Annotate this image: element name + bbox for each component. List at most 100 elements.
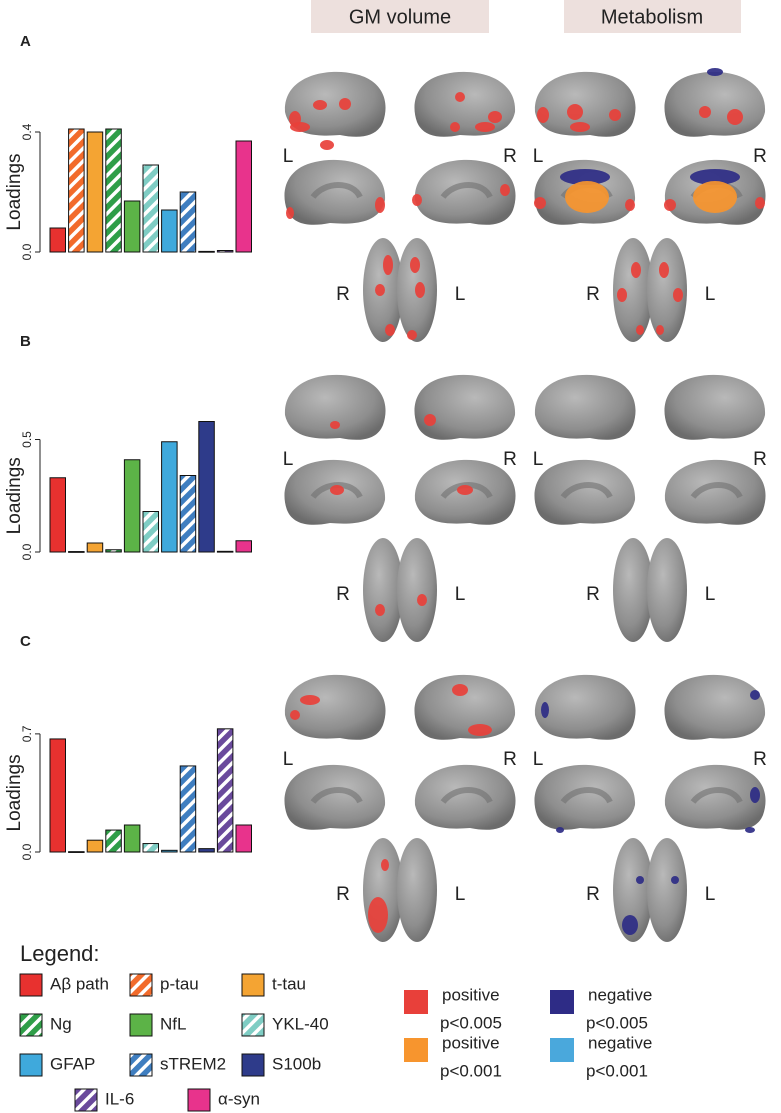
legend-label: NfL bbox=[160, 1014, 186, 1033]
significance-direction: negative bbox=[588, 1033, 652, 1052]
bar bbox=[198, 250, 215, 253]
callosum bbox=[440, 482, 493, 500]
brain-lateral bbox=[664, 674, 766, 740]
activation-blob bbox=[385, 324, 395, 336]
brain-lateral bbox=[414, 159, 516, 225]
activation-blob bbox=[664, 199, 676, 211]
significance-threshold: p<0.001 bbox=[586, 1061, 648, 1080]
activation-blob bbox=[750, 690, 760, 700]
legend-swatch bbox=[187, 1088, 211, 1112]
hemisphere-label: R bbox=[503, 146, 517, 167]
hemisphere-label: L bbox=[705, 884, 716, 905]
brain-lateral bbox=[414, 71, 516, 137]
bar bbox=[235, 140, 252, 253]
hemisphere-label: L bbox=[283, 449, 294, 470]
hemisphere-label: R bbox=[503, 449, 517, 470]
activation-blob bbox=[656, 325, 664, 335]
activation-blob bbox=[339, 98, 351, 110]
activation-blob bbox=[468, 724, 492, 736]
legend-swatch bbox=[19, 1013, 43, 1037]
activation-blob bbox=[750, 787, 760, 803]
brain-top bbox=[613, 838, 653, 942]
activation-blob bbox=[745, 827, 755, 833]
legend-swatch bbox=[129, 1053, 153, 1077]
activation-blob bbox=[450, 122, 460, 132]
bar bbox=[86, 131, 104, 253]
bar bbox=[161, 441, 178, 553]
significance-swatch bbox=[550, 990, 574, 1014]
bar bbox=[216, 550, 234, 553]
activation-blob bbox=[452, 684, 468, 696]
activation-blob bbox=[424, 414, 436, 426]
brain-lateral bbox=[414, 674, 516, 740]
hemisphere-label: L bbox=[533, 449, 544, 470]
activation-blob bbox=[567, 104, 583, 120]
legend-swatch bbox=[241, 1013, 265, 1037]
legend-swatch bbox=[129, 1013, 153, 1037]
activation-blob bbox=[622, 915, 638, 935]
bar bbox=[142, 843, 159, 853]
activation-blob bbox=[320, 140, 334, 150]
activation-blob bbox=[699, 106, 711, 118]
activation-blob bbox=[375, 284, 385, 296]
bar bbox=[216, 728, 234, 853]
activation-blob bbox=[415, 282, 425, 298]
y-axis-label: Loadings bbox=[4, 457, 25, 534]
bar bbox=[86, 839, 104, 853]
hemisphere-label: L bbox=[283, 146, 294, 167]
bar bbox=[105, 128, 122, 253]
bar bbox=[68, 128, 85, 253]
hemisphere-label: R bbox=[586, 284, 600, 305]
activation-blob bbox=[475, 122, 495, 132]
activation-blob bbox=[488, 111, 502, 123]
legend-label: Ng bbox=[50, 1014, 72, 1033]
bar bbox=[105, 829, 122, 853]
column-header: Metabolism bbox=[601, 6, 703, 28]
activation-blob bbox=[617, 288, 627, 302]
activation-blob bbox=[631, 262, 641, 278]
activation-blob bbox=[609, 109, 621, 121]
callosum bbox=[440, 182, 493, 200]
activation-blob bbox=[671, 876, 679, 884]
bar bbox=[161, 849, 178, 853]
brain-top bbox=[613, 238, 653, 342]
hemisphere-label: L bbox=[455, 584, 466, 605]
bar bbox=[235, 824, 252, 853]
bar bbox=[216, 250, 234, 253]
bar bbox=[68, 851, 85, 853]
brain-lateral bbox=[534, 374, 636, 440]
legend-label: α-syn bbox=[218, 1089, 260, 1108]
panel-letter: A bbox=[20, 33, 31, 50]
bar bbox=[198, 421, 215, 553]
hemisphere-label: L bbox=[283, 749, 294, 770]
hemisphere-label: L bbox=[533, 749, 544, 770]
brain-lateral bbox=[284, 374, 386, 440]
header-box bbox=[311, 0, 489, 33]
bar bbox=[49, 227, 66, 253]
column-header: GM volume bbox=[349, 6, 451, 28]
bar bbox=[123, 459, 141, 553]
activation-blob bbox=[534, 197, 546, 209]
callosum bbox=[310, 182, 363, 200]
bar bbox=[179, 191, 197, 253]
activation-blob bbox=[636, 325, 644, 335]
panel-letter: C bbox=[20, 633, 31, 650]
significance-threshold: p<0.005 bbox=[586, 1013, 648, 1032]
activation-blob bbox=[375, 197, 385, 213]
activation-blob bbox=[560, 169, 610, 185]
significance-swatch bbox=[550, 1038, 574, 1062]
bar bbox=[49, 738, 66, 853]
y-tick-label: 0.0 bbox=[20, 243, 34, 260]
bar bbox=[68, 551, 85, 553]
hemisphere-label: L bbox=[455, 884, 466, 905]
brain-lateral bbox=[284, 159, 386, 225]
brain-top bbox=[647, 838, 687, 942]
y-tick-label: 0.5 bbox=[20, 431, 34, 448]
legend-label: sTREM2 bbox=[160, 1054, 226, 1073]
hemisphere-label: R bbox=[336, 284, 350, 305]
activation-blob bbox=[290, 122, 310, 132]
callosum bbox=[690, 787, 743, 805]
activation-blob bbox=[636, 876, 644, 884]
activation-blob bbox=[500, 184, 510, 196]
